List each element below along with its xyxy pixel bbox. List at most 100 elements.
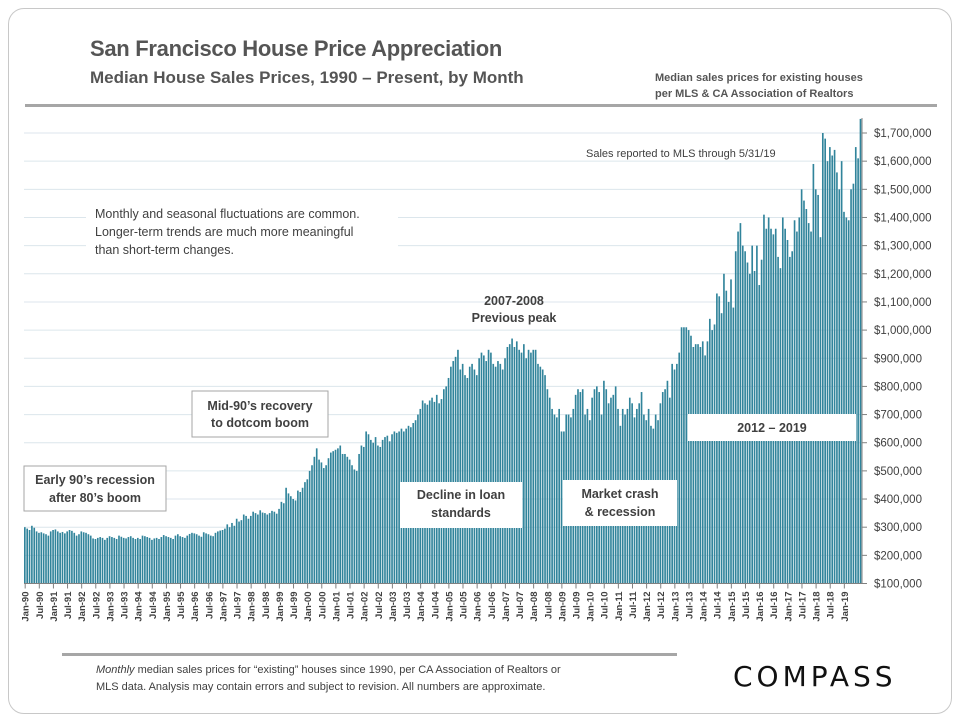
bar [289, 496, 292, 584]
bar [504, 358, 506, 584]
bar [351, 465, 353, 584]
bar [447, 377, 450, 584]
bar [224, 528, 226, 584]
bar [233, 525, 236, 584]
bar [31, 525, 33, 584]
bar [372, 442, 375, 584]
y-axis: $100,000 $200,000 $300,000 $400,000 $500,000… [861, 118, 932, 591]
bar [115, 539, 118, 584]
bar [494, 366, 497, 584]
bar [812, 163, 815, 584]
bar [99, 537, 101, 584]
bar [843, 211, 845, 584]
bar [56, 531, 59, 584]
bar [78, 534, 80, 584]
bar [555, 417, 558, 584]
bar [54, 529, 57, 584]
bar [337, 448, 339, 584]
bar [798, 217, 801, 584]
bar [793, 220, 796, 584]
bar [52, 530, 54, 584]
bar [221, 530, 224, 584]
bar [167, 537, 170, 584]
bar [322, 468, 325, 584]
bar [487, 349, 490, 584]
bar [537, 363, 539, 584]
bar [480, 352, 483, 584]
bar [525, 358, 528, 584]
bar [673, 369, 676, 584]
x-tick-label: Jan-98 [247, 592, 258, 622]
bar [40, 532, 43, 584]
bar-chart: $100,000 $200,000 $300,000 $400,000 $500,000… [21, 118, 932, 622]
annotation-mid-90s-line-2: to dotcom boom [211, 416, 309, 430]
y-tick-label: $600,000 [874, 438, 922, 450]
bar [282, 503, 285, 584]
bar [464, 375, 466, 584]
bar [817, 194, 819, 584]
bar [106, 537, 109, 584]
annotation-mid-90s-box [191, 390, 329, 438]
y-tick-label: $1,100,000 [874, 297, 932, 309]
bar [379, 446, 382, 584]
annotation-fluct-line-1: Monthly and seasonal fluctuations are co… [95, 207, 360, 221]
x-tick-label: Jan-01 [331, 591, 342, 622]
y-tick-label: $1,600,000 [874, 156, 932, 168]
bar [297, 490, 299, 584]
x-tick-label: Jan-10 [586, 592, 597, 622]
bar [558, 408, 560, 584]
top-divider [25, 104, 937, 107]
x-tick-label: Jan-90 [21, 592, 32, 622]
y-tick-label: $1,700,000 [874, 128, 932, 140]
bar [478, 358, 480, 584]
bar [819, 237, 822, 584]
x-tick-label: Jul-16 [769, 592, 780, 619]
annotation-early-90s-box [23, 465, 167, 512]
bar [713, 324, 716, 584]
bar [699, 346, 702, 584]
bar [238, 521, 240, 584]
bar [165, 536, 167, 584]
bar [330, 452, 332, 584]
bar [280, 501, 283, 584]
bar [344, 453, 346, 584]
bar [786, 239, 789, 584]
annotation-mls-note: Sales reported to MLS through 5/31/19 [586, 148, 776, 160]
annotation-mid-90s: Mid-90’s recovery to dotcom boom [191, 390, 329, 438]
bar [339, 445, 342, 584]
bar [704, 355, 706, 584]
bar [273, 511, 276, 584]
bar [275, 513, 278, 584]
bar [73, 532, 76, 584]
bar [42, 533, 45, 584]
bar [857, 158, 859, 584]
x-tick-label: Jan-14 [699, 591, 710, 622]
bar [468, 366, 471, 584]
bar [240, 520, 243, 584]
bar [59, 532, 61, 584]
bar [169, 537, 172, 584]
bar [560, 431, 563, 584]
bar [301, 487, 304, 584]
x-tick-label: Jul-04 [430, 591, 441, 619]
bar [245, 515, 247, 584]
y-tick-label: $800,000 [874, 381, 922, 393]
x-tick-label: Jan-06 [473, 592, 484, 622]
bar [450, 366, 452, 584]
annotation-early-90s: Early 90’s recession after 80’s boom [23, 465, 167, 512]
bar [257, 514, 259, 584]
x-tick-label: Jan-95 [162, 591, 173, 622]
bar [209, 535, 212, 584]
bar [694, 344, 697, 584]
bar [687, 330, 690, 584]
y-tick-label: $1,200,000 [874, 269, 932, 281]
bar [551, 408, 553, 584]
bar [483, 355, 485, 584]
x-tick-label: Jan-12 [642, 592, 653, 622]
bar [553, 414, 556, 584]
x-tick-label: Jan-02 [360, 592, 371, 622]
bar [386, 435, 389, 584]
bar [334, 449, 337, 584]
x-tick-label: Jan-07 [501, 592, 512, 622]
bar [708, 318, 711, 584]
